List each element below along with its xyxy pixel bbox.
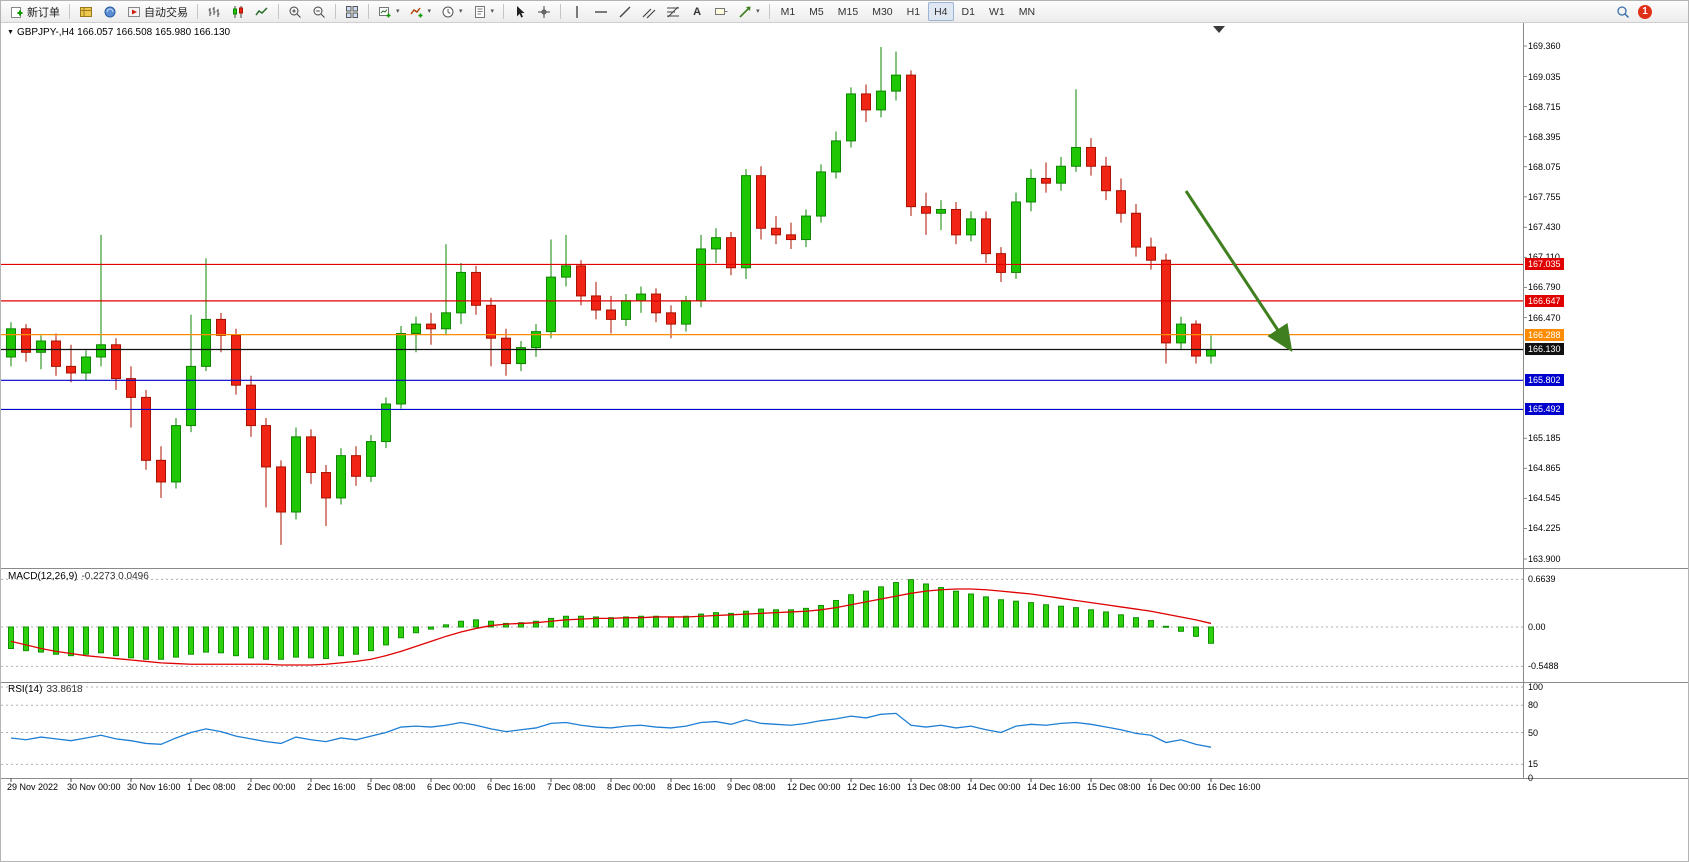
candlestick-chart-button[interactable] (227, 2, 249, 21)
zoom-in-icon (288, 5, 302, 19)
periods-button[interactable]: ▾ (437, 2, 467, 21)
chart-info-label: ▼ GBPJPY-,H4 166.057 166.508 165.980 166… (7, 27, 230, 38)
tile-windows-button[interactable] (341, 2, 363, 21)
periods-clock-icon (441, 5, 455, 19)
notification-badge[interactable]: 1 (1638, 4, 1652, 19)
text-label-icon (714, 5, 728, 19)
tile-windows-icon (345, 5, 359, 19)
toolbar-separator (368, 4, 369, 19)
fibonacci-tool-button[interactable] (662, 2, 684, 21)
text-tool-button[interactable]: A (686, 2, 708, 21)
cursor-icon (513, 5, 527, 19)
toolbar-separator (197, 4, 198, 19)
market-watch-icon (79, 5, 93, 19)
trend-arrow-object[interactable] (1184, 190, 1293, 353)
toolbar-separator (503, 4, 505, 19)
macd-signal-line (10, 588, 1212, 666)
trendline-icon (618, 5, 632, 19)
dropdown-caret-icon: ▾ (459, 8, 463, 15)
timeframe-h1-button[interactable]: H1 (901, 2, 926, 21)
chart-shift-marker[interactable] (1213, 26, 1225, 33)
vertical-line-icon (570, 5, 584, 19)
toolbar-separator (768, 4, 770, 19)
horizontal-line-objects[interactable] (1, 263, 1523, 411)
horizontal-line-icon (594, 5, 608, 19)
timeframe-m15-button[interactable]: M15 (832, 2, 864, 21)
navigator-button[interactable] (99, 2, 121, 21)
market-watch-button[interactable] (75, 2, 97, 21)
rsi-value: 33.8618 (46, 684, 83, 695)
auto-trading-label: 自动交易 (144, 6, 188, 19)
auto-trading-button[interactable]: 自动交易 (123, 2, 192, 21)
new-chart-button[interactable]: ▾ (374, 2, 404, 21)
new-chart-icon (378, 5, 392, 19)
timeframe-group: M1 M5 M15 M30 H1 H4 D1 W1 MN (774, 2, 1042, 21)
indicators-icon (409, 5, 424, 19)
toolbar-separator (335, 4, 336, 19)
timeframe-m1-button[interactable]: M1 (775, 2, 802, 21)
timeframe-h4-button[interactable]: H4 (928, 2, 954, 21)
dropdown-caret-icon: ▾ (756, 8, 760, 15)
collapse-triangle-icon[interactable]: ▼ (7, 29, 14, 36)
rsi-indicator-label: RSI(14) 33.8618 (8, 684, 83, 695)
timeframe-d1-button[interactable]: D1 (956, 2, 981, 21)
rsi-line (10, 712, 1212, 748)
search-icon[interactable] (1616, 5, 1630, 19)
toolbar-separator (69, 4, 70, 19)
trendline-tool-button[interactable] (614, 2, 636, 21)
zoom-out-icon (312, 5, 326, 19)
dropdown-caret-icon: ▾ (427, 8, 432, 15)
equidistant-channel-icon (642, 5, 656, 19)
symbol-ohlc-text: GBPJPY-,H4 166.057 166.508 165.980 166.1… (16, 27, 231, 38)
toolbar-separator (278, 4, 279, 19)
new-order-icon (10, 5, 24, 19)
zoom-in-button[interactable] (284, 2, 306, 21)
line-chart-icon (255, 5, 269, 19)
timeframe-mn-button[interactable]: MN (1013, 2, 1041, 21)
timeframe-m30-button[interactable]: M30 (866, 2, 898, 21)
macd-values: -0.2273 0.0496 (81, 571, 149, 582)
indicators-button[interactable]: ▾ (406, 2, 436, 21)
vertical-line-tool-button[interactable] (566, 2, 588, 21)
timeframe-m5-button[interactable]: M5 (803, 2, 830, 21)
templates-icon (473, 5, 487, 19)
arrows-tool-button[interactable]: ▾ (734, 2, 764, 21)
crosshair-tool-button[interactable] (533, 2, 555, 21)
timeframe-w1-button[interactable]: W1 (983, 2, 1011, 21)
line-chart-button[interactable] (251, 2, 273, 21)
text-tool-icon: A (693, 5, 702, 18)
bar-chart-button[interactable] (203, 2, 225, 21)
dropdown-caret-icon: ▾ (490, 8, 495, 15)
crosshair-icon (537, 5, 551, 19)
macd-indicator-label: MACD(12,26,9) -0.2273 0.0496 (8, 571, 149, 582)
channel-tool-button[interactable] (638, 2, 660, 21)
bar-chart-icon (207, 5, 221, 19)
toolbar: 新订单 自动交易 (1, 1, 1688, 23)
candlestick-chart-icon (231, 5, 245, 19)
dropdown-caret-icon: ▾ (396, 8, 400, 15)
arrow-object-icon (738, 5, 752, 19)
fibonacci-icon (666, 5, 680, 19)
rsi-name: RSI(14) (8, 684, 43, 695)
cursor-tool-button[interactable] (509, 2, 531, 21)
label-tool-button[interactable] (710, 2, 732, 21)
candles (6, 46, 1216, 545)
navigator-icon (103, 5, 117, 19)
templates-button[interactable]: ▾ (469, 2, 499, 21)
new-order-label: 新订单 (27, 6, 60, 19)
macd-name: MACD(12,26,9) (8, 571, 78, 582)
horizontal-line-tool-button[interactable] (590, 2, 612, 21)
zoom-out-button[interactable] (308, 2, 330, 21)
macd-histogram (8, 579, 1214, 660)
new-order-button[interactable]: 新订单 (6, 2, 64, 21)
auto-trading-icon (127, 5, 141, 19)
toolbar-right-cluster: 1 (1616, 4, 1652, 19)
toolbar-separator (560, 4, 562, 19)
